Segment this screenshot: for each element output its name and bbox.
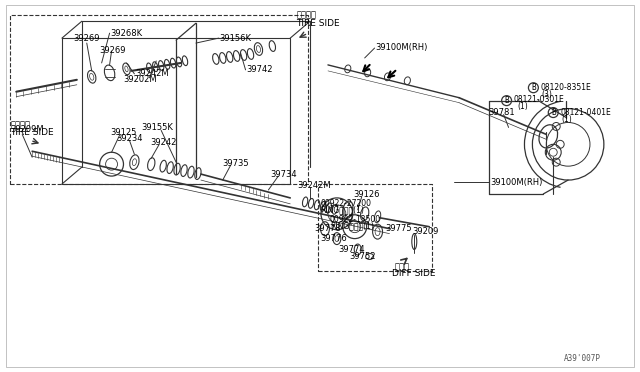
Text: B: B bbox=[504, 96, 509, 105]
Text: 39268K: 39268K bbox=[111, 29, 143, 38]
Text: RINGリング(1): RINGリング(1) bbox=[330, 221, 374, 230]
Text: 39125: 39125 bbox=[111, 128, 137, 137]
Text: DIFF SIDE: DIFF SIDE bbox=[392, 269, 436, 278]
Text: デフ側: デフ側 bbox=[394, 262, 410, 271]
Text: 39742: 39742 bbox=[246, 65, 273, 74]
Text: 39156K: 39156K bbox=[220, 33, 252, 43]
Text: (3): (3) bbox=[541, 90, 552, 99]
Text: 39126: 39126 bbox=[354, 190, 380, 199]
Text: 39155K: 39155K bbox=[141, 123, 173, 132]
Text: 39778: 39778 bbox=[314, 224, 340, 233]
Text: 39269: 39269 bbox=[100, 45, 126, 55]
Text: 39735: 39735 bbox=[223, 159, 250, 168]
Text: B: B bbox=[531, 83, 536, 92]
Text: 39774: 39774 bbox=[338, 245, 365, 254]
Text: 08120-8351E: 08120-8351E bbox=[540, 83, 591, 92]
Text: 39752: 39752 bbox=[350, 252, 376, 261]
Text: TIRE SIDE: TIRE SIDE bbox=[296, 19, 340, 28]
Text: 39242: 39242 bbox=[150, 138, 177, 147]
Text: 39776: 39776 bbox=[320, 234, 347, 243]
Text: 08121-0301E: 08121-0301E bbox=[513, 95, 564, 104]
Text: 39234: 39234 bbox=[116, 134, 143, 143]
Text: 39100M(RH): 39100M(RH) bbox=[376, 42, 428, 52]
Text: (1): (1) bbox=[518, 102, 528, 111]
Text: TIRE SIDE: TIRE SIDE bbox=[10, 128, 54, 137]
Text: 39269: 39269 bbox=[73, 33, 99, 43]
Text: RINGリング(1): RINGリング(1) bbox=[320, 205, 364, 214]
Text: 39734: 39734 bbox=[270, 170, 297, 179]
Text: 39209: 39209 bbox=[412, 227, 438, 236]
Text: 00922-13500: 00922-13500 bbox=[330, 215, 381, 224]
Text: A39'007P: A39'007P bbox=[564, 354, 601, 363]
Bar bbox=[10, 15, 308, 184]
Text: タイヤ側: タイヤ側 bbox=[10, 120, 30, 129]
Text: 39100M(RH): 39100M(RH) bbox=[491, 177, 543, 186]
Text: タイヤ側: タイヤ側 bbox=[296, 11, 316, 20]
Bar bbox=[318, 184, 432, 271]
Text: 00922-27200: 00922-27200 bbox=[320, 199, 371, 208]
Text: B: B bbox=[551, 108, 556, 117]
Text: 39781: 39781 bbox=[489, 108, 515, 117]
Text: 39775: 39775 bbox=[385, 224, 412, 233]
Text: (1): (1) bbox=[561, 115, 572, 124]
Text: 08121-0401E: 08121-0401E bbox=[560, 108, 611, 117]
Text: 39242M: 39242M bbox=[297, 180, 331, 189]
Text: 39202M: 39202M bbox=[124, 75, 157, 84]
Text: 39242M: 39242M bbox=[136, 69, 169, 78]
Text: 39209M: 39209M bbox=[10, 125, 44, 134]
